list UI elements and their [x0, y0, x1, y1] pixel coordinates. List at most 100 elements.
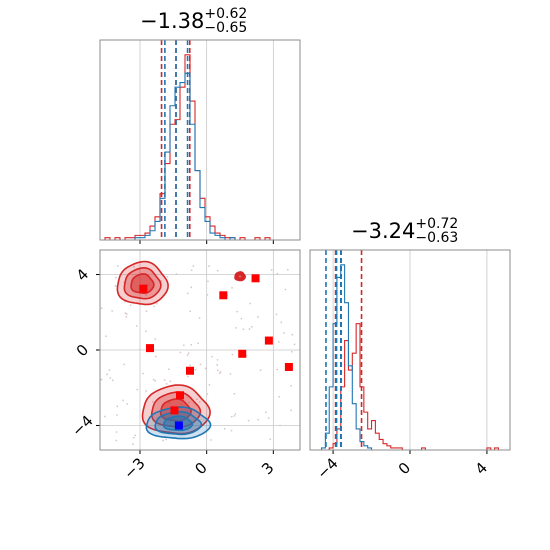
panel-c-sample-85 [276, 368, 279, 371]
panel-c-samples [100, 265, 296, 446]
panel-c-marker-9 [170, 406, 179, 415]
panel-c-sample-58 [206, 293, 209, 296]
panel-c-sample-2 [187, 352, 190, 355]
panel-c-sample-14 [182, 344, 185, 347]
panel-c-sample-139 [165, 383, 168, 385]
panel-c-sample-72 [242, 328, 245, 331]
panel-c-sample-69 [100, 307, 103, 310]
panel-c-sample-115 [111, 309, 114, 312]
panel-c-sample-130 [125, 313, 128, 315]
panel-c-sample-76 [136, 388, 139, 391]
panel-c-sample-114 [165, 438, 168, 441]
panel-b-axes [310, 250, 510, 454]
panel-c-sample-43 [236, 310, 239, 313]
panel-c-sample-86 [198, 316, 201, 319]
panel-c-sample-5 [155, 302, 158, 305]
panel-c-sample-17 [188, 401, 191, 404]
panel-c-plot-area [100, 250, 300, 450]
panel-c-sample-101 [162, 439, 164, 442]
panel-c-marker-10 [174, 421, 183, 430]
panel-a-background [100, 40, 300, 240]
panel-c-sample-64 [257, 418, 260, 421]
panel-c-sample-122 [206, 393, 209, 396]
panel-c-sample-47 [116, 265, 119, 267]
panel-c-sample-105 [145, 310, 148, 313]
panel-c-sample-127 [175, 273, 178, 275]
panel-b-x-tick-label-0: −4 [313, 454, 341, 482]
panel-c-sample-19 [129, 304, 132, 307]
panel-c-sample-38 [284, 288, 287, 291]
panel-c-sample-135 [257, 316, 259, 318]
panel-c-sample-73 [152, 378, 155, 381]
panel-c-sample-68 [194, 368, 197, 371]
panel-c-sample-11 [286, 268, 289, 271]
panel-c-sample-29 [235, 326, 238, 329]
panel-a-title-plus: +0.62 [204, 6, 248, 22]
panel-c-sample-71 [166, 275, 169, 278]
panel-a-title: −1.38 +0.62 −0.65 [140, 7, 247, 35]
panel-c-sample-109 [167, 368, 170, 371]
panel-c-sample-83 [280, 321, 283, 324]
panel-c-sample-136 [154, 338, 157, 340]
panel-c-sample-80 [204, 367, 207, 370]
panel-c-sample-70 [189, 310, 192, 313]
panel-b-title-plus: +0.72 [415, 216, 459, 232]
panel-c-sample-95 [275, 313, 278, 316]
panel-b-x-tick-label-2: 4 [472, 459, 491, 478]
panel-c-sample-28 [108, 369, 111, 372]
panel-c-sample-55 [145, 293, 147, 296]
panel-c-sample-93 [249, 302, 252, 305]
panel-c-sample-6 [230, 429, 233, 432]
panel-a-axes [100, 40, 300, 244]
panel-c-sample-90 [187, 429, 189, 432]
panel-c-sample-36 [153, 305, 155, 308]
panel-c-sample-63 [145, 390, 147, 392]
panel-c-sample-84 [190, 269, 193, 272]
panel-c-sample-13 [290, 409, 293, 412]
panel-c-sample-99 [234, 413, 237, 415]
panel-c-marker-1 [219, 291, 228, 300]
panel-c-sample-98 [230, 415, 233, 418]
panel-b-title: −3.24 +0.72 −0.63 [351, 217, 458, 245]
panel-c-marker-2 [251, 274, 260, 283]
panel-c-sample-0 [197, 342, 199, 345]
panel-c-sample-15 [233, 392, 236, 395]
panel-b-title-value: −3.24 [351, 219, 416, 243]
panel-c-sample-132 [154, 379, 157, 382]
panel-c-sample-37 [270, 269, 273, 271]
panel-c-sample-4 [216, 369, 219, 372]
panel-c-sample-138 [291, 333, 294, 336]
panel-c-sample-113 [179, 351, 182, 354]
panel-c-sample-30 [290, 384, 292, 387]
panel-c-sample-33 [189, 364, 192, 367]
panel-c-sample-111 [116, 414, 118, 416]
panel-c-sample-97 [192, 265, 195, 267]
panel-b-title-minus: −0.63 [415, 230, 459, 246]
panel-c-sample-129 [116, 405, 119, 408]
panel-c-sample-110 [277, 341, 280, 343]
panel-c-sample-34 [151, 400, 154, 403]
panel-c-sample-1 [122, 399, 124, 402]
panel-c-sample-74 [114, 284, 117, 287]
panel-c-sample-100 [139, 348, 141, 351]
panel-c-sample-116 [190, 343, 193, 346]
panel-a-frame [99, 39, 301, 241]
panel-c-sample-56 [132, 436, 135, 439]
panel-c-x-tick-label-0: −3 [120, 454, 148, 482]
panel-c-sample-57 [115, 439, 118, 442]
panel-c-sample-7 [198, 401, 201, 403]
panel-c-marker-4 [238, 349, 247, 358]
panel-c-sample-66 [223, 427, 226, 430]
panel-c-marker-3 [146, 344, 154, 353]
panel-c-sample-52 [103, 415, 106, 418]
panel-c-sample-102 [290, 350, 293, 353]
panel-c-sample-92 [229, 372, 232, 375]
panel-c-y-tick-label-1: 0 [73, 341, 92, 360]
panel-c-sample-128 [259, 369, 262, 372]
panel-c-sample-45 [100, 378, 103, 381]
panel-c-sample-104 [135, 325, 138, 327]
panel-c-sample-125 [145, 330, 147, 333]
panel-c-sample-12 [123, 363, 126, 366]
panel-c-sample-65 [132, 443, 134, 446]
